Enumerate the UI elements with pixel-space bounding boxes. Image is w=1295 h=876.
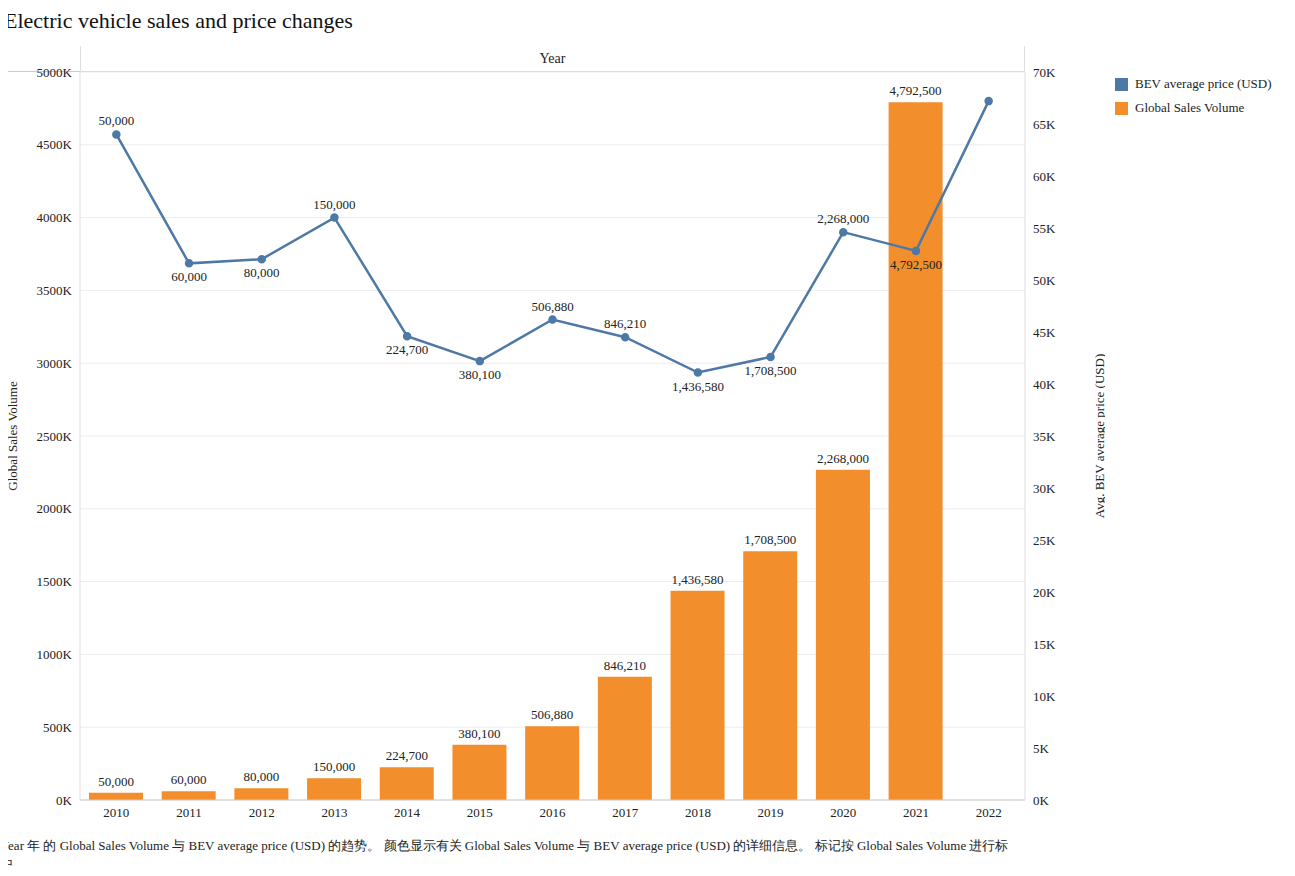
svg-text:2010: 2010 (103, 805, 129, 820)
svg-text:60,000: 60,000 (171, 269, 207, 284)
svg-text:150,000: 150,000 (313, 197, 355, 212)
svg-text:1,708,500: 1,708,500 (745, 363, 797, 378)
svg-text:3500K: 3500K (37, 283, 73, 298)
svg-text:Global Sales Volume: Global Sales Volume (8, 381, 20, 491)
svg-text:2019: 2019 (758, 805, 784, 820)
svg-text:846,210: 846,210 (604, 316, 646, 331)
svg-text:1500K: 1500K (37, 574, 73, 589)
svg-text:2014: 2014 (394, 805, 421, 820)
svg-text:500K: 500K (43, 720, 73, 735)
svg-text:2011: 2011 (176, 805, 202, 820)
svg-text:2022: 2022 (976, 805, 1002, 820)
svg-text:10K: 10K (1033, 689, 1056, 704)
svg-text:0K: 0K (1033, 793, 1050, 808)
svg-text:60,000: 60,000 (171, 772, 207, 787)
svg-text:45K: 45K (1033, 325, 1056, 340)
svg-text:846,210: 846,210 (604, 658, 646, 673)
svg-text:3000K: 3000K (37, 356, 73, 371)
svg-text:50K: 50K (1033, 273, 1056, 288)
svg-text:4,792,500: 4,792,500 (890, 83, 942, 98)
svg-text:4500K: 4500K (37, 137, 73, 152)
svg-text:4,792,500: 4,792,500 (890, 257, 942, 272)
svg-text:50,000: 50,000 (98, 774, 134, 789)
html-text:BEV average price (USD): BEV average price (USD) (1135, 76, 1272, 91)
svg-text:224,700: 224,700 (386, 342, 428, 357)
svg-text:2018: 2018 (685, 805, 711, 820)
svg-text:506,880: 506,880 (531, 299, 573, 314)
svg-text:20K: 20K (1033, 585, 1056, 600)
svg-text:5K: 5K (1033, 741, 1050, 756)
svg-text:40K: 40K (1033, 377, 1056, 392)
svg-text:1,436,580: 1,436,580 (672, 379, 724, 394)
svg-text:1,436,580: 1,436,580 (672, 572, 724, 587)
svg-text:80,000: 80,000 (244, 265, 280, 280)
svg-text:5000K: 5000K (37, 65, 73, 80)
svg-text:65K: 65K (1033, 117, 1056, 132)
svg-text:2016: 2016 (540, 805, 567, 820)
svg-text:15K: 15K (1033, 637, 1056, 652)
svg-text:150,000: 150,000 (313, 759, 355, 774)
html-text:Year 年 的 Global Sales Volume 与: Year 年 的 Global Sales Volume 与 BEV avera… (0, 838, 1009, 873)
svg-text:1000K: 1000K (37, 647, 73, 662)
svg-text:2500K: 2500K (37, 429, 73, 444)
svg-text:380,100: 380,100 (459, 367, 501, 382)
svg-text:1,708,500: 1,708,500 (744, 532, 796, 547)
svg-text:30K: 30K (1033, 481, 1056, 496)
svg-text:0K: 0K (56, 793, 73, 808)
svg-text:80,000: 80,000 (244, 769, 280, 784)
svg-text:Avg. BEV average price (USD): Avg. BEV average price (USD) (1092, 354, 1105, 519)
svg-text:506,880: 506,880 (531, 707, 573, 722)
svg-text:4000K: 4000K (37, 210, 73, 225)
svg-text:2020: 2020 (830, 805, 856, 820)
svg-text:25K: 25K (1033, 533, 1056, 548)
html-text:Global Sales Volume: Global Sales Volume (1135, 100, 1245, 115)
svg-text:35K: 35K (1033, 429, 1056, 444)
svg-text:2,268,000: 2,268,000 (817, 451, 869, 466)
svg-text:50,000: 50,000 (98, 113, 134, 128)
html-text:Year: Year (539, 51, 566, 66)
svg-text:2012: 2012 (249, 805, 275, 820)
html-text:Electric vehicle sales and pri: Electric vehicle sales and price changes (4, 8, 353, 33)
svg-text:2000K: 2000K (37, 501, 73, 516)
svg-text:380,100: 380,100 (458, 726, 500, 741)
svg-text:224,700: 224,700 (386, 748, 428, 763)
svg-text:2021: 2021 (903, 805, 929, 820)
svg-text:2,268,000: 2,268,000 (817, 211, 869, 226)
svg-text:2017: 2017 (612, 805, 639, 820)
svg-text:55K: 55K (1033, 221, 1056, 236)
svg-text:2015: 2015 (467, 805, 493, 820)
svg-text:70K: 70K (1033, 65, 1056, 80)
svg-text:2013: 2013 (321, 805, 347, 820)
svg-text:60K: 60K (1033, 169, 1056, 184)
